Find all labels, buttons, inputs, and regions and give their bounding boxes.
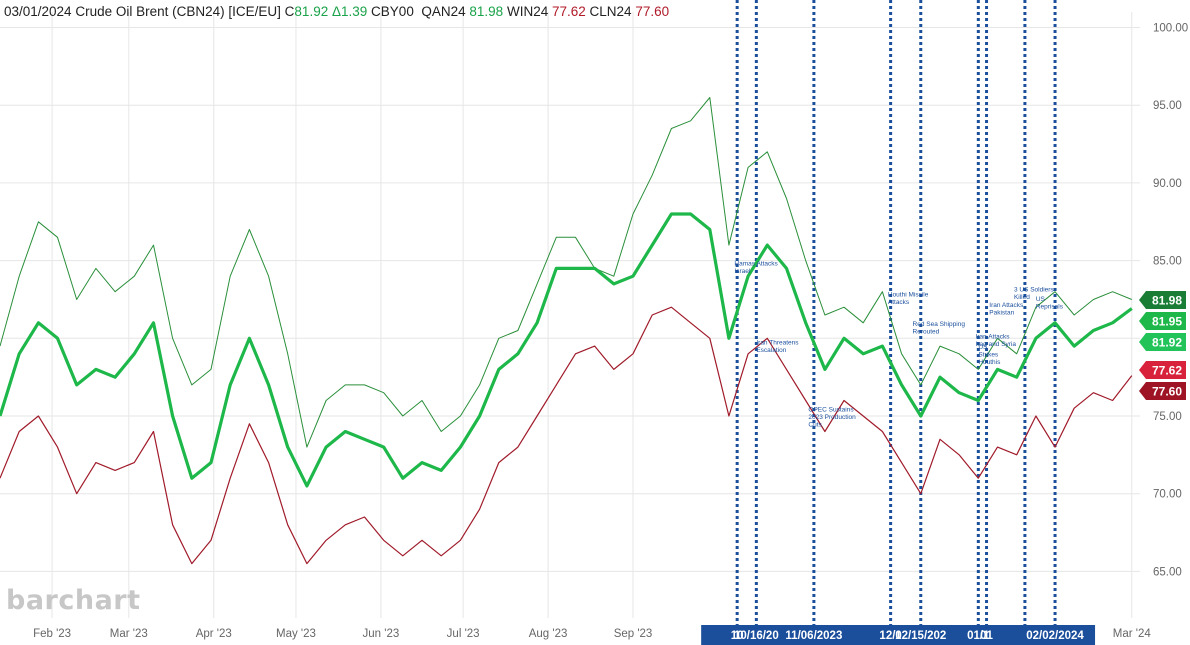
annotation-line: Iran Attacks <box>976 333 1011 340</box>
grid-lines <box>0 12 1140 618</box>
event-date-bar <box>701 625 1096 645</box>
event-date-label: 02/02/2024 <box>1026 630 1084 642</box>
annotation-label: Hamas Attacks Israel <box>734 260 778 275</box>
event-date-label: 11/06/2023 <box>785 630 842 642</box>
x-tick-label: Aug '23 <box>529 628 568 640</box>
annotation-line: Iran Threatens <box>756 340 799 347</box>
annotation-line: Iraq and Syria <box>976 341 1017 348</box>
y-tick-label: 65.00 <box>1153 566 1182 578</box>
annotation-label: Iran Attacks Pakistan <box>989 302 1024 317</box>
win-value: 77.62 <box>551 4 586 19</box>
price-tag <box>1139 291 1186 309</box>
annotation-label: OPEC Sustains 2023 Production Cuts <box>808 406 856 428</box>
price-tag-label: 81.98 <box>1152 294 1182 308</box>
price-tag-label: 81.92 <box>1152 336 1182 350</box>
annotation-line: Escalation <box>756 347 786 354</box>
annotation-line: Houthis <box>978 359 1001 366</box>
annotation-line: Israel <box>734 268 750 275</box>
annotation-line: US <box>1036 296 1046 303</box>
y-tick-label: 90.00 <box>1153 178 1182 190</box>
event-date-label: 10/16/20 <box>734 630 779 642</box>
qan-value: 81.98 <box>469 4 504 19</box>
y-tick-label: 95.00 <box>1153 100 1182 112</box>
series-line-upper <box>0 97 1132 448</box>
annotation-line: US <box>978 344 988 351</box>
close-label: C <box>284 4 295 19</box>
close-value: 81.92 <box>294 4 329 19</box>
annotation-line: Reprisals <box>1036 304 1064 311</box>
instrument-name: Crude Oil Brent (CBN24) [ICE/EU] <box>75 4 281 19</box>
annotation-line: Rerouted <box>913 328 940 335</box>
series-line-lower <box>0 306 1133 565</box>
series-line-main <box>0 212 1133 488</box>
annotation-line: 3 US Soldiers <box>1014 287 1054 294</box>
event-date-label: 12/15/202 <box>895 630 946 642</box>
annotation-line: Strikes <box>978 352 999 359</box>
y-tick-label: 85.00 <box>1153 256 1182 268</box>
cby-symbol: CBY00 <box>371 4 414 19</box>
price-tag <box>1139 312 1186 330</box>
price-tag-label: 81.95 <box>1152 315 1182 329</box>
annotation-line: Hamas Attacks <box>734 260 778 267</box>
annotation-line: Cuts <box>808 421 822 428</box>
change-value: Δ1.39 <box>331 4 368 19</box>
annotation-line: OPEC Sustains <box>808 406 854 413</box>
x-tick-label: May '23 <box>276 628 316 640</box>
x-axis: Feb '23 Mar '23 Apr '23 May '23 Jun '23 Jul '… <box>33 628 1151 640</box>
annotation-label: Iran Attacks Iraq and Syria <box>976 333 1017 348</box>
event-date-label: 12/0 <box>879 630 901 642</box>
annotation-line: Pakistan <box>989 310 1014 317</box>
y-tick-label: 75.00 <box>1153 411 1182 423</box>
series-lines <box>0 97 1133 565</box>
annotation-label: Houthi Missile Attacks <box>888 291 929 306</box>
x-tick-label: Mar '24 <box>1113 628 1152 640</box>
event-date-label: 01/1 <box>967 630 990 642</box>
win-symbol: WIN24 <box>506 4 549 19</box>
annotation-label: 3 US Soldiers Killed <box>1014 287 1054 302</box>
cln-value: 77.60 <box>635 4 670 19</box>
annotation-line: Red Sea Shipping <box>913 321 966 328</box>
annotation-line: Iran Attacks <box>989 302 1024 309</box>
annotation-line: Houthi Missile <box>888 291 929 298</box>
price-tag-label: 77.62 <box>1152 364 1182 378</box>
price-tag <box>1139 361 1186 379</box>
annotation-label: US Strikes Houthis <box>978 344 1001 366</box>
event-annotations: Hamas Attacks Israel Iran Threatens Escalat… <box>734 260 1063 428</box>
qan-symbol: QAN24 <box>421 4 466 19</box>
x-tick-label: Sep '23 <box>614 628 653 640</box>
annotation-line: Killed <box>1014 294 1030 301</box>
annotation-label: Iran Threatens Escalation <box>756 340 799 355</box>
x-tick-label: Feb '23 <box>33 628 71 640</box>
quote-header: 03/01/2024 Crude Oil Brent (CBN24) [ICE/… <box>4 4 669 19</box>
cln-symbol: CLN24 <box>589 4 632 19</box>
y-tick-label: 70.00 <box>1153 489 1182 501</box>
price-tag <box>1139 333 1186 351</box>
annotation-label: Red Sea Shipping Rerouted <box>913 321 966 336</box>
price-tags: 81.98 81.95 81.92 77.62 77.60 <box>1139 291 1186 400</box>
event-date-label: 01 <box>980 630 993 642</box>
event-date-label: 10 <box>731 630 744 642</box>
x-tick-label: Jul '23 <box>447 628 480 640</box>
annotation-line: Attacks <box>888 299 910 306</box>
price-tag-label: 77.60 <box>1152 385 1182 399</box>
y-tick-label: 100.00 <box>1153 23 1188 35</box>
price-tag <box>1139 382 1186 400</box>
annotation-label: US Reprisals <box>1036 296 1064 311</box>
x-tick-label: Jun '23 <box>363 628 400 640</box>
quote-date: 03/01/2024 <box>4 4 72 19</box>
x-tick-label: Apr '23 <box>196 628 232 640</box>
annotation-line: 2023 Production <box>808 414 856 421</box>
barchart-logo: barchart <box>6 585 141 616</box>
x-tick-label: Mar '23 <box>110 628 148 640</box>
